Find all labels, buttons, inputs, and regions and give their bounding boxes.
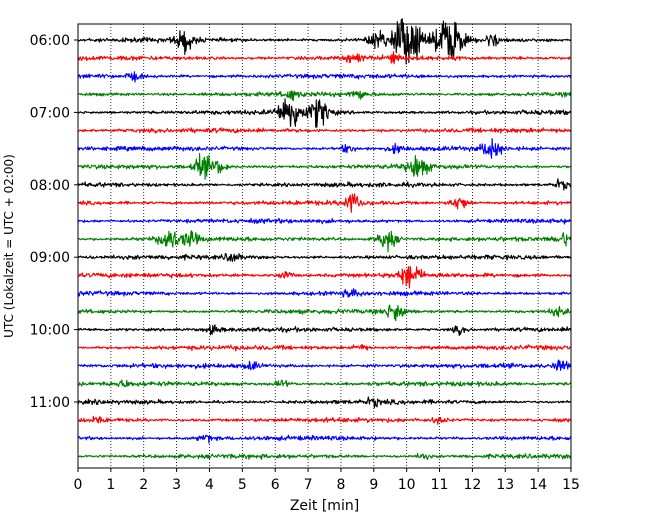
y-tick-label: 08:00: [30, 178, 70, 194]
x-tick-label: 13: [496, 477, 514, 493]
x-tick-label: 5: [238, 477, 247, 493]
trace-1145: [77, 452, 572, 461]
trace-0815: [77, 193, 572, 213]
x-tick-label: 3: [172, 477, 181, 493]
plot-frame: [77, 23, 572, 469]
trace-1130: [77, 434, 572, 444]
y-tick-label: 10:00: [30, 323, 70, 339]
trace-0930: [77, 288, 572, 298]
x-tick-label: 12: [463, 477, 481, 493]
y-tick-label: 06:00: [30, 33, 70, 49]
trace-1100: [77, 396, 572, 409]
x-tick-label: 6: [271, 477, 280, 493]
trace-0900: [77, 252, 572, 262]
y-axis-ticks: 06:00 07:00 08:00 09:00 10:00 11:00: [30, 33, 78, 411]
trace-0615: [77, 51, 572, 65]
trace-0745: [77, 152, 572, 180]
trace-0645: [77, 90, 572, 102]
x-tick-label: 1: [106, 477, 115, 493]
trace-0800: [77, 178, 572, 191]
grid-layer: [110, 24, 539, 468]
trace-layer: [77, 18, 572, 461]
x-axis-label: Zeit [min]: [290, 498, 359, 514]
x-tick-label: 11: [431, 477, 449, 493]
trace-0730: [77, 138, 572, 159]
x-tick-label: 14: [529, 477, 547, 493]
trace-0700: [77, 98, 572, 128]
trace-1030: [77, 359, 572, 371]
x-tick-label: 7: [304, 477, 313, 493]
trace-0845: [77, 230, 572, 253]
x-tick-label: 2: [139, 477, 148, 493]
trace-1045: [77, 379, 572, 388]
x-tick-label: 8: [336, 477, 345, 493]
y-tick-label: 11:00: [30, 395, 70, 411]
x-tick-label: 10: [398, 477, 416, 493]
x-tick-label: 4: [205, 477, 214, 493]
y-tick-label: 07:00: [30, 105, 70, 121]
y-tick-label: 09:00: [30, 250, 70, 266]
y-axis-label: UTC (Lokalzeit = UTC + 02:00): [2, 154, 16, 338]
x-axis-ticks: 0 1 2 3 4 5 6 7 8 9 10 11 12 13 14 15: [74, 468, 580, 493]
trace-0715: [77, 127, 572, 134]
x-tick-label: 9: [369, 477, 378, 493]
x-tick-label: 0: [74, 477, 83, 493]
trace-0630: [77, 71, 572, 83]
trace-0915: [77, 266, 572, 289]
trace-0600: [77, 18, 572, 65]
trace-1015: [77, 344, 572, 352]
trace-0830: [77, 217, 572, 225]
x-tick-label: 15: [562, 477, 580, 493]
trace-1000: [77, 324, 572, 337]
trace-1115: [77, 415, 572, 425]
trace-0945: [77, 304, 572, 322]
